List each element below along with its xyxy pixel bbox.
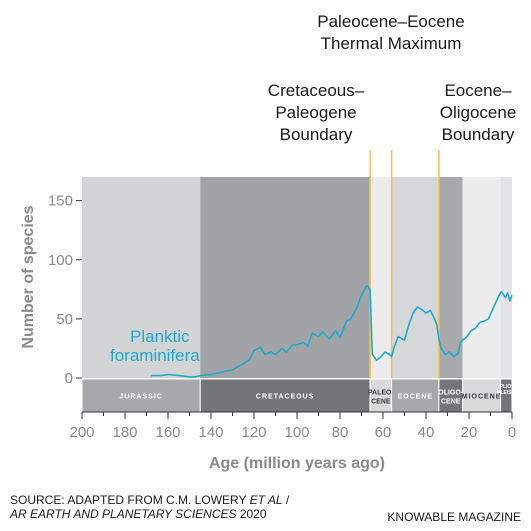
period-cell-1 xyxy=(199,378,371,413)
x-tick-label-2: 160 xyxy=(155,424,180,441)
x-tick-label-9: 20 xyxy=(461,424,478,441)
y-tick-label-0: 0 xyxy=(65,370,73,387)
era-band-1 xyxy=(200,177,371,378)
x-tick-label-5: 100 xyxy=(284,424,309,441)
y-tick-label-2: 100 xyxy=(48,252,73,269)
period-label-4: OLIGO-CENE xyxy=(438,390,464,406)
x-tick-label-10: 0 xyxy=(508,424,516,441)
series-label-line-2: foraminifera xyxy=(110,346,200,365)
era-band-5 xyxy=(462,177,501,378)
era-band-3 xyxy=(391,177,439,378)
x-tick-label-3: 140 xyxy=(198,424,223,441)
period-label-2: PALEO-CENE xyxy=(368,390,395,406)
era-band-2 xyxy=(370,177,392,378)
source-line-1: SOURCE: ADAPTED FROM C.M. LOWERY ET AL / xyxy=(10,493,290,507)
x-axis: 200 180 160 140 120 100 80 60 40 20 0 xyxy=(69,411,516,441)
x-tick-label-8: 40 xyxy=(418,424,435,441)
source-line-2: AR EARTH AND PLANETARY SCIENCES 2020 xyxy=(10,507,267,521)
y-tick-label-1: 50 xyxy=(56,311,73,328)
source-credit: SOURCE: ADAPTED FROM C.M. LOWERY ET AL /… xyxy=(10,493,289,521)
y-axis: 0 50 100 150 xyxy=(48,193,82,387)
period-cell-5 xyxy=(462,378,502,413)
period-label-5: MIOCENE xyxy=(462,394,502,401)
x-tick-label-6: 80 xyxy=(332,424,349,441)
x-tick-label-0: 200 xyxy=(69,424,94,441)
period-label-3: EOCENE xyxy=(397,394,433,401)
publisher-credit: KNOWABLE MAGAZINE xyxy=(387,510,521,524)
x-tick-label-4: 120 xyxy=(241,424,266,441)
series-label-line-1: Planktic xyxy=(130,327,190,346)
x-tick-label-7: 60 xyxy=(375,424,392,441)
x-axis-label: Age (million years ago) xyxy=(209,455,385,472)
annotation-label-0: Cretaceous– Paleogene Boundary xyxy=(268,81,365,144)
annotation-labels: Cretaceous– Paleogene Boundary Paleocene–Eo… xyxy=(268,12,516,144)
period-cell-3 xyxy=(391,378,440,413)
y-axis-label: Number of species xyxy=(20,205,37,348)
annotation-label-1: Paleocene–Eocene Thermal Maximum xyxy=(317,12,464,53)
y-tick-label-3: 150 xyxy=(48,193,73,210)
x-tick-label-1: 180 xyxy=(112,424,137,441)
annotation-lines xyxy=(369,150,440,412)
period-label-1: CRETACEOUS xyxy=(256,394,314,401)
period-label-6: PLIO-PLEIST. xyxy=(497,384,516,396)
period-label-0: JURASSIC xyxy=(119,394,162,401)
era-bands xyxy=(82,177,512,378)
era-band-6 xyxy=(500,177,512,378)
era-band-0 xyxy=(82,177,201,378)
series-line-0 xyxy=(150,285,513,378)
era-band-4 xyxy=(438,177,463,378)
series-group xyxy=(150,285,513,378)
annotation-label-2: Eocene– Oligocene Boundary xyxy=(440,81,517,144)
